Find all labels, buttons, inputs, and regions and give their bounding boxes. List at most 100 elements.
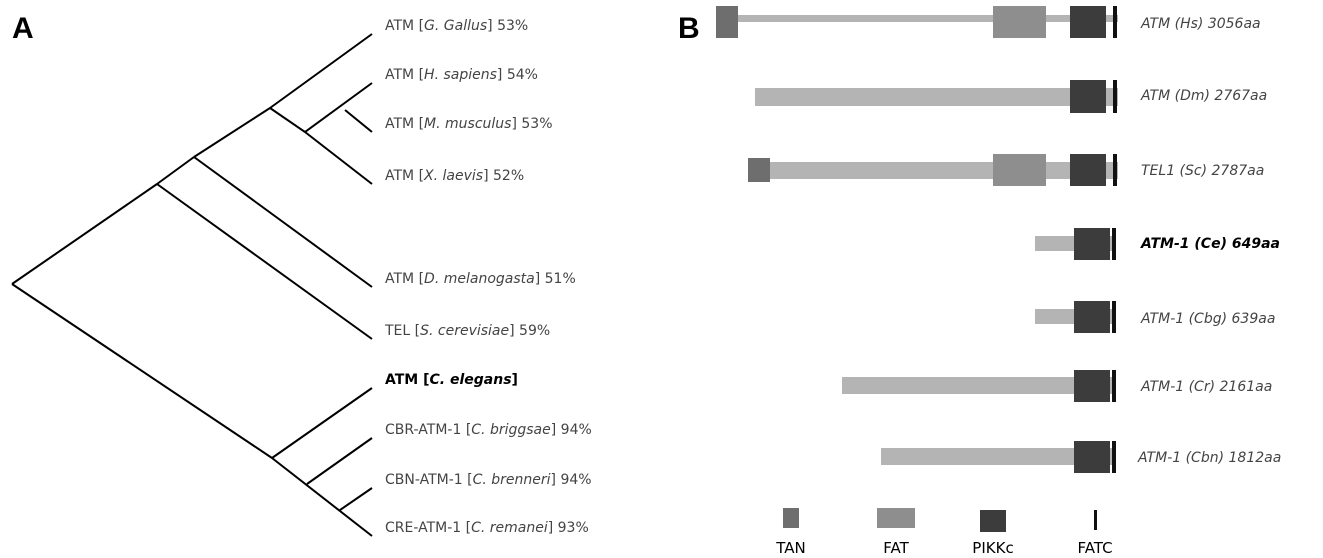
protein-label: ATM-1 (Ce) 649aa <box>1140 236 1280 252</box>
leaf-prefix: ATM [ <box>385 271 424 287</box>
tree-branch <box>193 156 373 288</box>
leaf-suffix: ] 59% <box>509 323 550 339</box>
protein-row: ATM-1 (Cbg) 639aa <box>1035 301 1275 333</box>
leaf-prefix: ATM [ <box>385 372 430 388</box>
tree-leaf-label: ATM [D. melanogasta] 51% <box>385 271 576 287</box>
protein-label: TEL1 (Sc) 2787aa <box>1141 163 1264 179</box>
protein-row: ATM-1 (Cbn) 1812aa <box>881 441 1281 473</box>
tree-leaf-label: CRE-ATM-1 [C. remanei] 93% <box>385 520 589 536</box>
pikkc-domain <box>1070 80 1106 113</box>
tree-branch <box>304 82 373 133</box>
fat-legend-label: FAT <box>883 539 909 557</box>
phylogenetic-tree <box>11 33 373 537</box>
fatc-domain <box>1112 301 1116 333</box>
fatc-domain <box>1113 6 1117 38</box>
pikkc-domain <box>1074 370 1110 402</box>
pikkc-domain <box>1070 154 1106 186</box>
leaf-species: C. remanei <box>471 520 548 536</box>
fatc-domain <box>1113 80 1117 113</box>
tree-leaf-label: ATM [M. musculus] 53% <box>385 116 553 132</box>
protein-label: ATM-1 (Cbn) 1812aa <box>1137 450 1281 466</box>
leaf-suffix: ] 51% <box>535 271 576 287</box>
pikkc-domain <box>1074 228 1110 260</box>
fatc-domain <box>1112 441 1116 473</box>
pikkc-domain <box>1074 301 1110 333</box>
tree-leaf-label: ATM [G. Gallus] 53% <box>385 18 528 34</box>
tree-branch <box>11 183 158 285</box>
leaf-suffix: ] <box>512 372 518 388</box>
leaf-species: H. sapiens <box>424 67 497 83</box>
tan-legend-swatch <box>783 508 799 528</box>
tree-branch <box>156 183 373 340</box>
protein-row: TEL1 (Sc) 2787aa <box>748 154 1264 186</box>
tree-branch <box>304 131 373 185</box>
domain-legend: TAN FAT PIKKc FATC <box>775 508 1113 557</box>
protein-label: ATM-1 (Cbg) 639aa <box>1140 311 1275 327</box>
leaf-species: D. melanogasta <box>424 271 535 287</box>
protein-label: ATM-1 (Cr) 2161aa <box>1140 379 1272 395</box>
leaf-suffix: ] 54% <box>497 67 538 83</box>
leaf-prefix: ATM [ <box>385 18 424 34</box>
leaf-prefix: ATM [ <box>385 168 424 184</box>
protein-backbone <box>748 162 1118 179</box>
tree-leaf-label: CBN-ATM-1 [C. brenneri] 94% <box>385 472 592 488</box>
protein-domain-architectures: ATM (Hs) 3056aa ATM (Dm) 2767aa TEL1 (Sc… <box>716 6 1281 473</box>
pikkc-domain <box>1074 441 1110 473</box>
pikkc-legend-label: PIKKc <box>972 539 1013 557</box>
fat-legend-swatch <box>877 508 915 528</box>
leaf-suffix: ] 53% <box>511 116 552 132</box>
leaf-suffix: ] 93% <box>548 520 589 536</box>
panel-a-label: A <box>12 12 34 45</box>
fatc-domain <box>1113 154 1117 186</box>
tree-branch <box>271 457 373 537</box>
protein-row: ATM (Dm) 2767aa <box>755 80 1267 113</box>
fat-domain <box>993 6 1046 38</box>
leaf-species: S. cerevisiae <box>420 323 509 339</box>
tree-leaf-label: ATM [X. laevis] 52% <box>385 168 524 184</box>
leaf-suffix: ] 53% <box>487 18 528 34</box>
leaf-suffix: ] 94% <box>551 422 592 438</box>
fatc-legend-label: FATC <box>1077 539 1112 557</box>
tree-branch <box>193 107 271 158</box>
leaf-species: C. briggsae <box>471 422 550 438</box>
protein-backbone <box>881 448 1116 465</box>
tan-legend-label: TAN <box>775 539 805 557</box>
tree-leaf-label: CBR-ATM-1 [C. briggsae] 94% <box>385 422 592 438</box>
protein-backbone <box>842 377 1116 394</box>
fatc-domain <box>1112 370 1116 402</box>
pikkc-domain <box>1070 6 1106 38</box>
protein-backbone <box>755 88 1118 106</box>
leaf-suffix: ] 94% <box>551 472 592 488</box>
protein-label: ATM (Hs) 3056aa <box>1140 16 1261 32</box>
panel-b-label: B <box>678 12 700 45</box>
protein-row: ATM-1 (Cr) 2161aa <box>842 370 1272 402</box>
leaf-prefix: ATM [ <box>385 116 424 132</box>
leaf-suffix: ] 52% <box>483 168 524 184</box>
fatc-legend-swatch <box>1094 510 1097 530</box>
tree-branch <box>339 487 373 511</box>
tree-branch <box>269 33 373 109</box>
protein-row: ATM-1 (Ce) 649aa <box>1035 228 1280 260</box>
leaf-prefix: ATM [ <box>385 67 424 83</box>
leaf-species: X. laevis <box>423 168 483 184</box>
tree-branch <box>271 387 373 459</box>
tree-branch <box>306 437 373 485</box>
tan-domain <box>716 6 738 38</box>
pikkc-legend-swatch <box>980 510 1006 532</box>
tree-leaf-label: ATM [C. elegans] <box>385 372 518 388</box>
fat-domain <box>993 154 1046 186</box>
tree-branch <box>269 107 306 133</box>
protein-row: ATM (Hs) 3056aa <box>716 6 1261 38</box>
tree-branch <box>11 283 273 459</box>
tree-leaf-label: TEL [S. cerevisiae] 59% <box>384 323 550 339</box>
leaf-species: M. musculus <box>424 116 511 132</box>
tree-branch <box>344 109 373 133</box>
leaf-species: G. Gallus <box>424 18 487 34</box>
leaf-prefix: CRE-ATM-1 [ <box>385 520 471 536</box>
tree-branch <box>156 156 195 185</box>
leaf-species: C. elegans <box>430 372 512 388</box>
fatc-domain <box>1112 228 1116 260</box>
leaf-prefix: CBR-ATM-1 [ <box>385 422 471 438</box>
protein-backbone <box>716 15 1118 22</box>
